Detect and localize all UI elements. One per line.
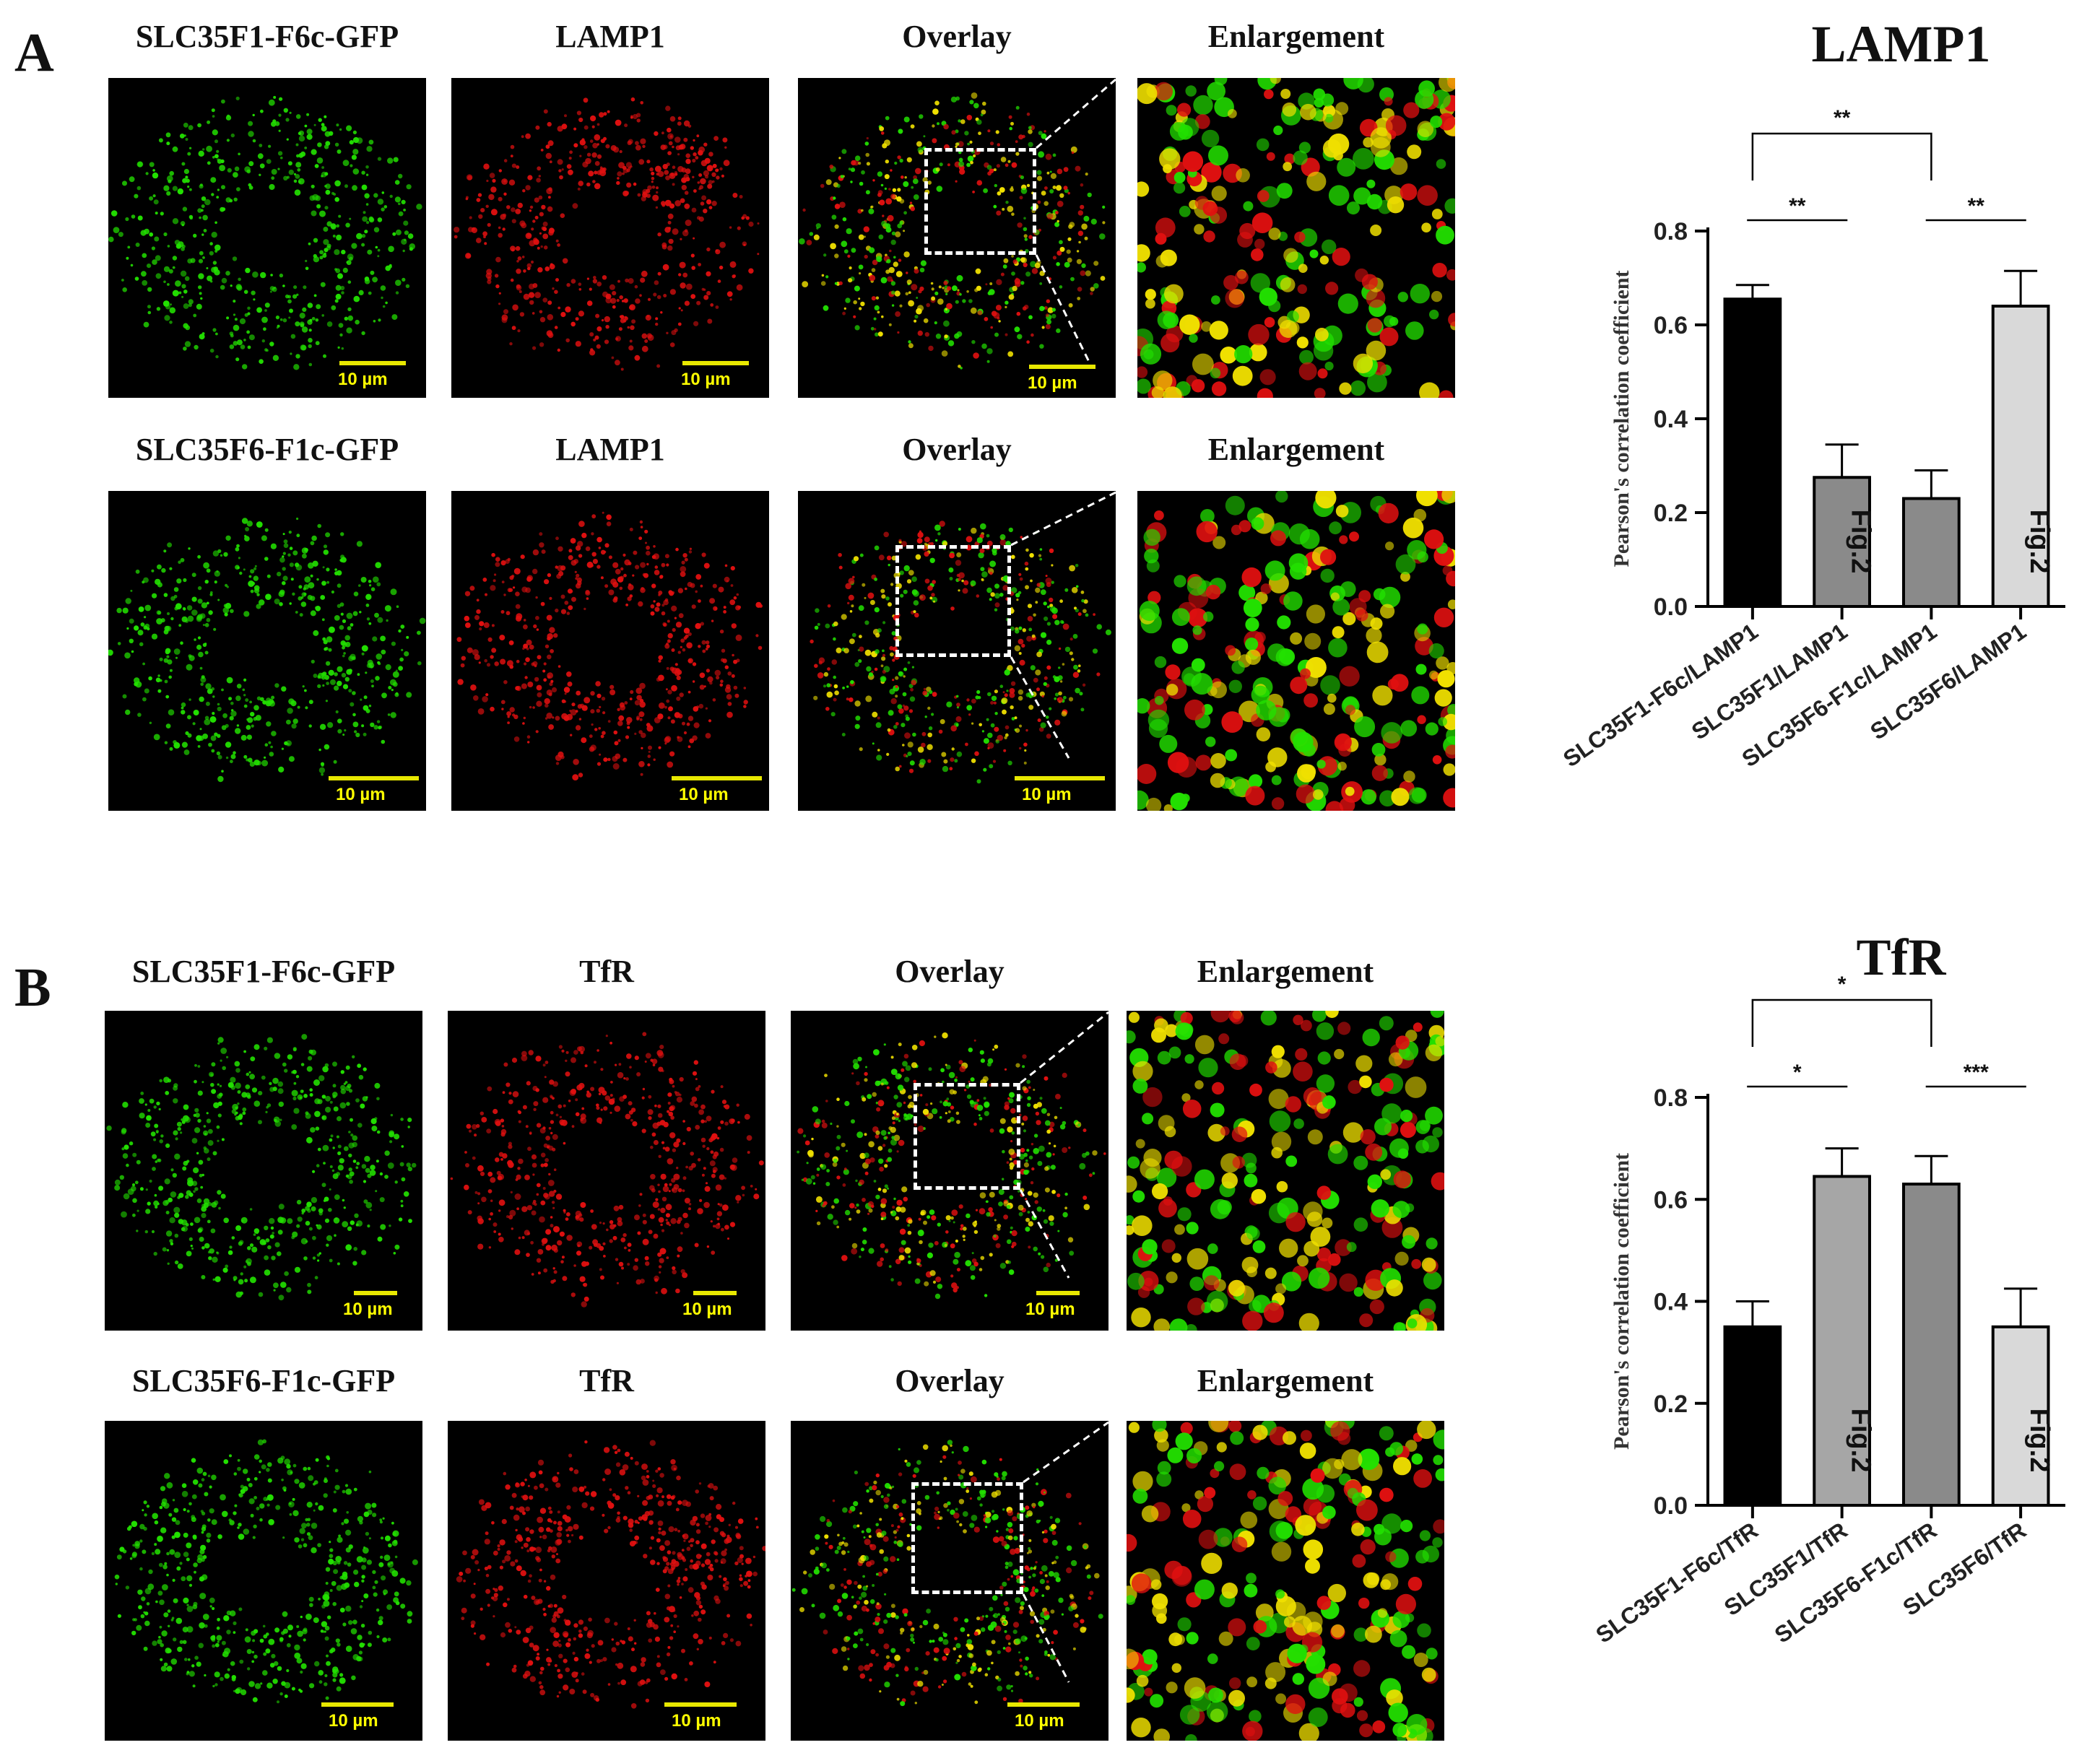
panel-letter-b: B: [14, 957, 51, 1018]
image-b-r1-gfp: [105, 1011, 422, 1331]
chart-svg: LAMP1 Pearson's correlation coefficient 0.…: [1558, 15, 2065, 772]
scalebar-text-a-r2-gfp: 10 µm: [336, 785, 386, 804]
x-tick-label: SLC35F1-F6c/TfR: [1591, 1517, 1763, 1648]
image-a-r2-gfp: [108, 491, 426, 811]
image-b-r2-tfr: [448, 1421, 765, 1741]
x-tick-label: SLC35F6-F1c/TfR: [1770, 1517, 1942, 1648]
label-a-r2-enlargement: Enlargement: [1207, 432, 1385, 467]
image-a-r2-enlargement: [1137, 491, 1455, 811]
bar-annotation: Fig.2: [1846, 1409, 1876, 1473]
chart-svg: TfR Pearson's correlation coefficient 0.0 0…: [1591, 928, 2065, 1648]
bar: [1902, 1183, 1961, 1507]
bar: [1723, 297, 1782, 608]
y-tick-label: 0.4: [1654, 406, 1688, 433]
bar: [1813, 476, 1871, 608]
y-tick-label: 0.0: [1654, 593, 1688, 621]
y-tick-label: 0.6: [1654, 312, 1688, 339]
image-b-r2-gfp: [105, 1421, 422, 1741]
y-tick-label: 0.8: [1654, 1084, 1688, 1112]
scalebar-a-r1-gfp: [339, 361, 406, 365]
y-axis-label: Pearson's correlation coefficient: [1610, 1153, 1633, 1450]
label-b-r2-enlargement: Enlargement: [1197, 1363, 1374, 1398]
significance-label: **: [1789, 194, 1806, 218]
bar: [1723, 1325, 1782, 1507]
label-a-r2-overlay: Overlay: [902, 432, 1012, 467]
significance-label: *: [1793, 1061, 1802, 1084]
scalebar-text-b-r2-tfr: 10 µm: [672, 1711, 721, 1731]
scalebar-b-r2-gfp: [321, 1702, 394, 1707]
label-a-r1-enlargement: Enlargement: [1207, 19, 1385, 54]
significance-label: **: [1968, 194, 1985, 218]
label-a-r1-gfp: SLC35F1-F6c-GFP: [135, 19, 399, 54]
chart-title: TfR: [1857, 928, 1947, 986]
label-b-r1-marker: TfR: [579, 954, 634, 989]
significance-label: ***: [1964, 1061, 1989, 1084]
scalebar-text-b-r1-overlay: 10 µm: [1025, 1300, 1075, 1319]
scalebar-text-a-r2-lamp1: 10 µm: [679, 785, 729, 804]
scalebar-text-a-r1-overlay: 10 µm: [1028, 373, 1077, 393]
label-b-r1-enlargement: Enlargement: [1197, 954, 1374, 989]
image-a-r1-gfp: [108, 78, 426, 398]
x-tick-label: SLC35F1/LAMP1: [1687, 618, 1852, 744]
zoom-box-a-r1: [924, 148, 1036, 255]
scalebar-b-r1-gfp: [354, 1291, 397, 1295]
scalebar-b-r1-overlay: [1036, 1291, 1080, 1295]
y-axis-label: Pearson's correlation coefficient: [1610, 271, 1633, 567]
label-b-r2-marker: TfR: [579, 1363, 634, 1398]
bar-annotation: Fig.2: [2024, 510, 2055, 574]
bar: [1813, 1175, 1871, 1507]
scalebar-a-r1-lamp1: [682, 361, 749, 365]
significance-label: **: [1834, 106, 1851, 130]
y-tick-label: 0.4: [1654, 1289, 1688, 1316]
image-b-r2-enlargement: [1127, 1421, 1444, 1741]
scalebar-a-r2-overlay: [1015, 776, 1105, 780]
scalebar-a-r2-gfp: [329, 776, 419, 780]
bar-annotation: Fig.2: [2024, 1409, 2055, 1473]
label-b-r1-overlay: Overlay: [895, 954, 1005, 989]
scalebar-text-b-r2-overlay: 10 µm: [1015, 1711, 1064, 1731]
significance-bracket: [1751, 132, 1932, 180]
label-b-r1-gfp: SLC35F1-F6c-GFP: [131, 954, 396, 989]
chart-title: LAMP1: [1812, 15, 1991, 73]
significance-bracket: [1751, 998, 1932, 1047]
panel-letter-a: A: [14, 22, 54, 83]
scalebar-b-r2-overlay: [1007, 1702, 1080, 1707]
scalebar-a-r2-lamp1: [672, 776, 762, 780]
zoom-box-a-r2: [895, 545, 1011, 657]
label-a-r1-marker: LAMP1: [555, 19, 665, 54]
chart-lamp1: LAMP1 Pearson's correlation coefficient 0.…: [1517, 14, 2094, 881]
image-a-r1-lamp1: [451, 78, 769, 398]
scalebar-text-a-r2-overlay: 10 µm: [1022, 785, 1072, 804]
image-a-r1-enlargement: [1137, 78, 1455, 398]
scalebar-text-a-r1-lamp1: 10 µm: [681, 370, 731, 389]
scalebar-a-r1-overlay: [1029, 365, 1095, 369]
bar: [1902, 497, 1961, 608]
label-a-r1-overlay: Overlay: [902, 19, 1012, 54]
bar-annotation: Fig.2: [1846, 510, 1876, 574]
image-a-r2-lamp1: [451, 491, 769, 811]
image-b-r1-tfr: [448, 1011, 765, 1331]
y-tick-label: 0.2: [1654, 1391, 1688, 1418]
label-b-r2-overlay: Overlay: [895, 1363, 1005, 1398]
scalebar-b-r2-tfr: [664, 1702, 737, 1707]
y-tick-label: 0.0: [1654, 1492, 1688, 1520]
significance-label: *: [1838, 972, 1847, 996]
scalebar-text-b-r1-tfr: 10 µm: [682, 1300, 732, 1319]
zoom-box-b-r2: [911, 1482, 1023, 1594]
scalebar-b-r1-tfr: [693, 1291, 737, 1295]
scalebar-text-b-r2-gfp: 10 µm: [329, 1711, 378, 1731]
scalebar-text-b-r1-gfp: 10 µm: [343, 1300, 393, 1319]
label-a-r2-gfp: SLC35F6-F1c-GFP: [135, 432, 399, 467]
y-tick-label: 0.2: [1654, 500, 1688, 527]
scalebar-text-a-r1-gfp: 10 µm: [338, 370, 388, 389]
zoom-box-b-r1: [914, 1083, 1020, 1190]
y-tick-label: 0.6: [1654, 1186, 1688, 1214]
x-tick-label: SLC35F6/LAMP1: [1865, 618, 2031, 744]
chart-tfr: TfR Pearson's correlation coefficient 0.0 0…: [1517, 928, 2094, 1754]
y-tick-label: 0.8: [1654, 218, 1688, 245]
label-a-r2-marker: LAMP1: [555, 432, 665, 467]
label-b-r2-gfp: SLC35F6-F1c-GFP: [131, 1363, 396, 1398]
image-b-r1-enlargement: [1127, 1011, 1444, 1331]
